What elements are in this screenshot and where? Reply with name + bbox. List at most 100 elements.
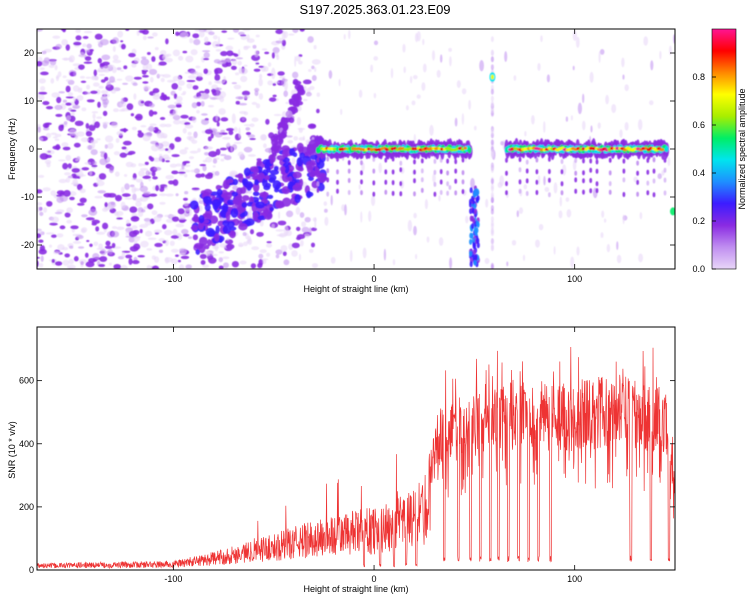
noise-blob	[88, 209, 98, 216]
noise-blob	[82, 36, 89, 39]
noise-blob	[63, 57, 68, 61]
noise-blob	[58, 159, 66, 162]
noise-blob	[94, 75, 99, 81]
chart-title: S197.2025.363.01.23.E09	[299, 2, 451, 17]
noise-blob	[146, 203, 154, 210]
faint-streak	[616, 241, 619, 251]
faint-streak	[370, 64, 374, 73]
noise-blob	[117, 30, 124, 38]
noise-blob	[169, 163, 178, 168]
noise-blob	[51, 216, 59, 223]
noise-blob	[40, 255, 44, 262]
tone-onset-blob	[268, 177, 276, 184]
tone-streak	[535, 179, 539, 185]
noise-blob	[41, 50, 47, 55]
noise-blob	[164, 229, 173, 236]
noise-blob	[130, 113, 135, 117]
noise-blob	[62, 259, 70, 266]
faint-streak	[566, 209, 572, 218]
noise-blob	[195, 173, 203, 178]
noise-blob	[132, 82, 138, 87]
noise-blob	[131, 260, 140, 265]
noise-blob	[159, 186, 165, 192]
noise-blob	[167, 147, 172, 153]
noise-blob	[172, 75, 181, 82]
tone-streak	[663, 167, 667, 173]
noise-blob	[104, 202, 108, 208]
noise-blob	[45, 232, 55, 235]
noise-blob	[152, 88, 160, 94]
faint-streak	[324, 208, 328, 213]
tone-onset-blob	[211, 199, 222, 208]
noise-blob	[97, 101, 101, 108]
noise-blob	[120, 201, 126, 209]
tone-onset-blob	[204, 209, 213, 219]
noise-blob	[37, 256, 41, 259]
tone-onset-blob	[216, 189, 223, 196]
noise-blob	[150, 144, 160, 152]
noise-blob	[190, 69, 197, 75]
spike-column	[490, 163, 494, 170]
noise-blob	[38, 248, 47, 255]
snr-y-tick-label: 0	[29, 565, 34, 575]
noise-blob	[182, 233, 190, 237]
noise-blob	[292, 29, 299, 34]
noise-blob	[60, 29, 67, 32]
noise-blob	[91, 164, 98, 168]
faint-streak	[330, 256, 336, 264]
noise-blob	[212, 165, 216, 168]
noise-blob	[54, 261, 63, 266]
faint-streak	[412, 74, 418, 80]
noise-blob	[207, 172, 214, 177]
noise-blob	[191, 139, 198, 144]
noise-blob	[74, 120, 84, 126]
noise-blob	[38, 91, 48, 95]
tone-onset-blob	[287, 176, 293, 182]
noise-blob	[161, 224, 167, 230]
noise-blob	[242, 29, 251, 32]
noise-blob	[84, 161, 92, 165]
noise-blob	[42, 127, 50, 131]
spectrogram-x-tick-label: -100	[164, 274, 182, 284]
noise-blob	[152, 111, 158, 115]
noise-blob	[155, 185, 160, 192]
noise-blob	[55, 43, 63, 50]
faint-streak	[470, 178, 475, 189]
tone-mid	[664, 145, 669, 153]
tone-onset-blob	[225, 211, 231, 222]
faint-streak	[468, 99, 472, 110]
faint-streak	[650, 60, 654, 71]
noise-blob	[131, 177, 138, 181]
tone-streak	[336, 179, 339, 185]
noise-blob	[311, 263, 319, 268]
noise-blob	[153, 229, 163, 234]
faint-streak	[599, 49, 605, 55]
faint-streak	[422, 63, 427, 73]
noise-blob	[54, 138, 60, 141]
noise-blob	[207, 136, 212, 142]
faint-streak	[484, 257, 490, 265]
noise-blob	[177, 259, 181, 263]
noise-blob	[272, 46, 280, 54]
noise-blob	[100, 79, 106, 83]
tone-onset-blob	[207, 229, 217, 238]
noise-blob	[54, 211, 63, 215]
noise-blob	[266, 241, 272, 244]
noise-blob	[316, 108, 320, 114]
noise-blob	[111, 230, 120, 238]
faint-streak	[565, 197, 570, 202]
noise-blob	[152, 32, 158, 37]
noise-blob	[88, 124, 96, 132]
faint-streak	[597, 122, 601, 129]
tone-onset-blob	[232, 197, 243, 206]
noise-blob	[77, 202, 85, 206]
noise-blob	[199, 164, 207, 167]
faint-streak	[624, 121, 629, 131]
spike-column	[490, 197, 494, 203]
noise-blob	[140, 124, 147, 128]
faint-streak	[323, 201, 328, 206]
faint-streak	[373, 92, 377, 99]
noise-blob	[311, 59, 321, 65]
noise-blob	[85, 131, 93, 137]
noise-blob	[58, 178, 68, 184]
